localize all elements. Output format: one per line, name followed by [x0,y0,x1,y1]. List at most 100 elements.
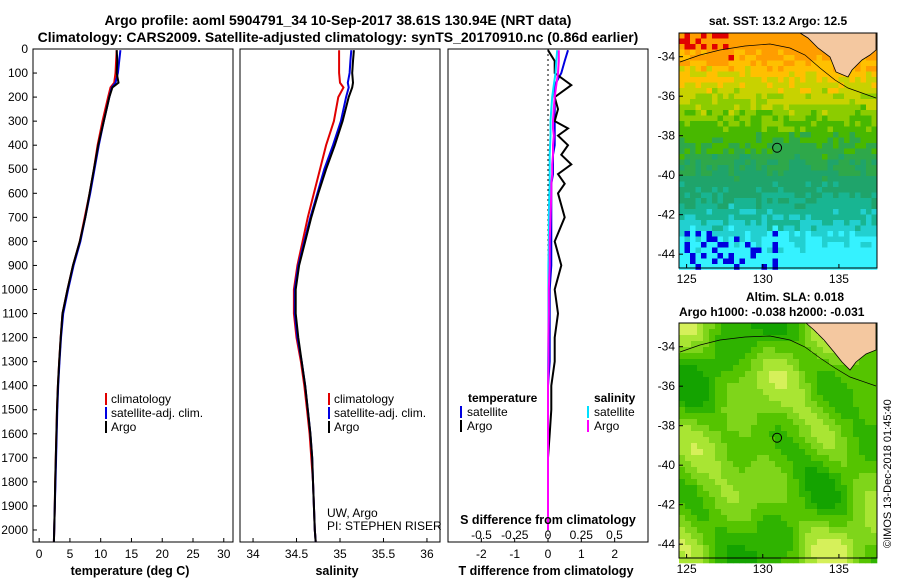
salinity-series [292,50,355,543]
sst-cell [822,66,828,72]
sst-cell [767,187,773,193]
sst-cell [860,159,867,166]
sst-cell [767,77,773,83]
sst-cell [855,181,861,188]
depth-tick-label: 600 [8,186,28,200]
sst-cell [706,60,713,67]
sst-cell [750,220,757,226]
sst-cell [695,170,702,177]
sst-cell [855,170,861,177]
sla-cell [781,479,788,486]
sla-cell [823,383,830,390]
sla-cell [739,515,746,522]
sla-cell [733,401,740,408]
sst-cell [855,154,861,160]
sst-cell [684,38,691,45]
sst-cell [800,192,806,199]
sst-cell [800,231,806,237]
coastline [804,322,877,371]
sla-cell [691,521,698,528]
sla-cell [805,479,812,486]
sst-cell [701,93,707,100]
sst-cell [717,44,724,50]
sla-cell [763,437,770,444]
sla-cell [805,467,812,474]
sla-cell [817,413,824,420]
sst-cell [772,231,779,237]
sst-cell [805,203,812,210]
sla-cell [811,473,818,480]
sst-cell [745,187,751,193]
sla-cell [805,341,812,348]
sst-cell [701,214,707,221]
sst-cell [860,198,867,204]
sst-cell [723,231,729,237]
sst-cell [706,236,713,243]
sla-cell [859,425,866,432]
sla-cell [733,467,740,474]
sla-cell [751,347,758,354]
sst-cell [772,126,779,133]
sst-cell [838,165,845,171]
sst-cell [750,38,757,45]
sst-cell [739,187,746,193]
sla-cell [871,539,878,546]
sst-cell [761,110,768,116]
sst-cell [860,181,867,188]
sst-cell [789,187,795,193]
sla-cell [703,425,710,432]
sla-cell [793,443,800,450]
sst-cell [778,159,784,166]
sla-cell [733,455,740,462]
sst-cell [833,126,839,133]
sst-cell [739,121,746,127]
series-line-argo [294,50,355,543]
sst-cell [684,110,691,116]
sst-cell [717,170,724,177]
sla-cell [715,437,722,444]
sst-cell [866,176,872,182]
sst-cell [745,203,751,210]
sst-cell [712,126,718,133]
sla-cell [709,527,716,534]
sst-cell [860,236,867,243]
temperature-x-axis: 0 5 10 15 20 25 30 [36,538,231,561]
sst-cell [805,137,812,144]
sst-cell [701,154,707,160]
sla-cell [751,545,758,552]
sla-cell [715,557,722,564]
sst-cell [706,44,713,50]
sst-cell [816,110,823,116]
sst-cell [816,137,823,144]
sst-cell [811,60,817,67]
sla-cell [709,395,716,402]
sla-cell [799,395,806,402]
sst-cell [783,214,790,221]
latitude-tick-label: -42 [658,208,676,222]
sla-cell [685,329,692,336]
sla-cell [817,365,824,372]
sla-cell [679,395,686,402]
sst-cell [739,44,746,50]
sla-cell [853,383,860,390]
sst-cell [712,264,718,270]
sst-cell [706,121,713,127]
sst-cell [816,242,823,248]
sst-cell [789,99,795,105]
sla-cell [823,467,830,474]
sst-cell [866,88,872,94]
sst-cell [772,143,779,149]
sla-cell [727,347,734,354]
sla-cell [799,473,806,480]
sst-cell [745,93,751,100]
sst-cell [745,77,751,83]
sla-cell [793,479,800,486]
coastline [798,32,877,78]
sst-cell [728,104,735,111]
sla-cell [787,371,794,378]
sst-cell [756,126,762,133]
sst-cell [728,66,735,72]
sla-cell [715,359,722,366]
sst-cell [827,71,834,78]
sst-cell [794,71,801,78]
